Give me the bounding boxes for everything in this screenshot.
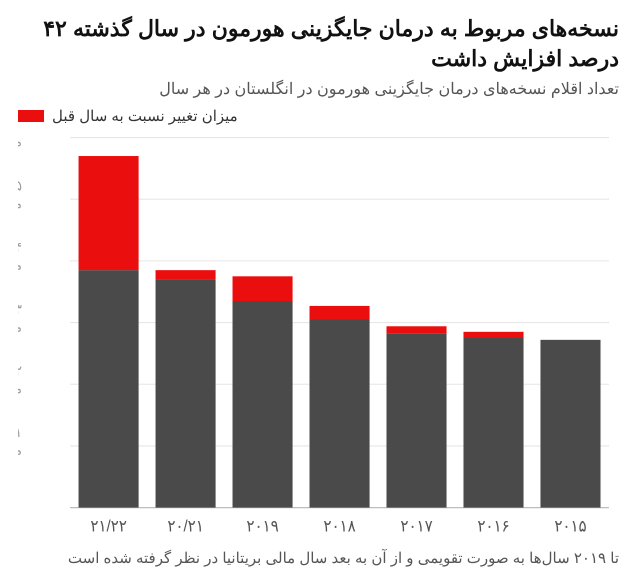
bar-change	[386, 327, 446, 334]
bar-base	[386, 334, 446, 508]
y-tick-value: ۴	[18, 240, 22, 256]
bar-change	[156, 271, 216, 280]
y-tick-value: ۲	[18, 363, 22, 379]
x-tick-label: ۲۰۱۹	[246, 518, 278, 536]
bar-change	[310, 306, 370, 320]
y-tick-unit: میلیون	[18, 443, 22, 460]
chart-footnote: تا ۲۰۱۹ سال‌ها به صورت تقویمی و از آن به…	[18, 549, 619, 567]
bar-base	[233, 301, 293, 508]
chart-subtitle: تعداد اقلام نسخه‌های درمان جایگزینی هورم…	[18, 79, 619, 99]
y-tick-unit: میلیون	[18, 134, 22, 151]
bar-base	[310, 320, 370, 508]
y-tick-unit: میلیون	[18, 381, 22, 398]
bar-change	[233, 277, 293, 302]
y-tick-value: ۱	[18, 425, 22, 441]
y-tick-value: ۶	[18, 131, 22, 132]
chart-plot-area: ۱میلیون۲میلیون۳میلیون۴میلیون۵میلیون۶میلی…	[18, 131, 619, 545]
x-tick-label: ۲۰۱۷	[400, 518, 433, 536]
bar-base	[463, 338, 523, 508]
chart-title: نسخه‌های مربوط به درمان جایگزینی هورمون …	[18, 14, 619, 73]
bar-change	[463, 332, 523, 338]
bar-base	[156, 280, 216, 508]
x-tick-label: ۲۰۱۶	[477, 518, 509, 536]
x-tick-label: ۲۰۱۵	[554, 518, 586, 536]
chart-svg: ۱میلیون۲میلیون۳میلیون۴میلیون۵میلیون۶میلی…	[18, 131, 619, 545]
y-tick-unit: میلیون	[18, 196, 22, 213]
y-tick-value: ۳	[18, 302, 23, 318]
y-tick-unit: میلیون	[18, 257, 22, 274]
x-tick-label: ۲۱/۲۲	[90, 518, 126, 536]
legend-label: میزان تغییر نسبت به سال قبل	[52, 107, 238, 125]
x-tick-label: ۲۰/۲۱	[167, 518, 203, 536]
legend: میزان تغییر نسبت به سال قبل	[18, 107, 619, 125]
bar-base	[79, 271, 139, 508]
bar-base	[540, 340, 600, 508]
y-tick-unit: میلیون	[18, 319, 22, 336]
bar-change	[79, 156, 139, 270]
y-tick-value: ۵	[18, 178, 22, 194]
x-tick-label: ۲۰۱۸	[323, 518, 356, 536]
legend-swatch	[18, 110, 44, 122]
